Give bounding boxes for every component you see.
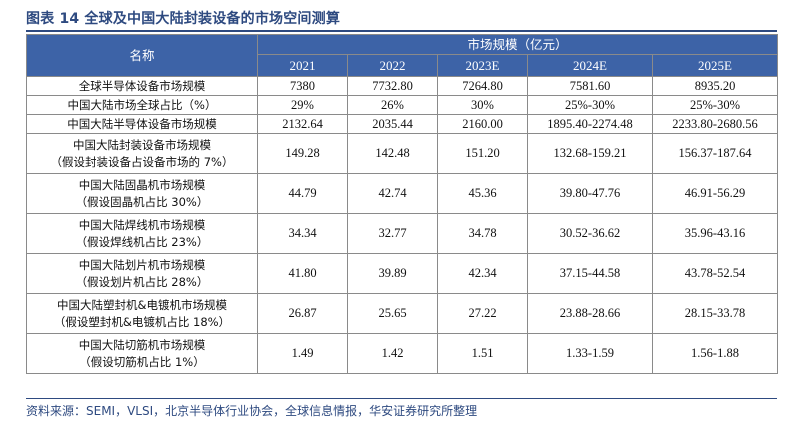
row-name: 中国大陆封装设备市场规模 [73, 137, 211, 152]
value-cell: 34.78 [437, 213, 528, 254]
row-assumption: （假设封装设备占设备市场的 7%） [50, 154, 234, 169]
row-name-cell: 中国大陆固晶机市场规模 （假设固晶机占比 30%） [26, 173, 258, 214]
value-cell: 7581.60 [527, 76, 653, 96]
value-cell: 156.37-187.64 [652, 133, 778, 174]
year-header: 2024E [527, 54, 653, 77]
value-cell: 42.74 [347, 173, 438, 214]
table-row: 中国大陆封装设备市场规模 （假设封装设备占设备市场的 7%） 149.28 142.4… [26, 133, 778, 174]
table-row: 中国大陆固晶机市场规模 （假设固晶机占比 30%） 44.79 42.74 45.36 3… [26, 173, 778, 214]
value-cell: 8935.20 [652, 76, 778, 96]
value-cell: 45.36 [437, 173, 528, 214]
value-cell: 25%-30% [527, 95, 653, 115]
value-cell: 43.78-52.54 [652, 253, 778, 294]
row-name-cell: 中国大陆切筋机市场规模 （假设切筋机占比 1%） [26, 333, 258, 374]
value-cell: 27.22 [437, 293, 528, 334]
table-row: 中国大陆半导体设备市场规模 2132.64 2035.44 2160.00 1895.4… [26, 114, 778, 134]
source-note: 资料来源：SEMI，VLSI，北京半导体行业协会，全球信息情报，华安证券研究所整… [26, 404, 478, 418]
value-cell: 30.52-36.62 [527, 213, 653, 254]
table-row: 中国大陆市场全球占比（%） 29% 26% 30% 25%-30% 25%-30% [26, 95, 778, 115]
value-cell: 39.80-47.76 [527, 173, 653, 214]
value-cell: 2035.44 [347, 114, 438, 134]
value-cell: 1.42 [347, 333, 438, 374]
value-cell: 7264.80 [437, 76, 528, 96]
year-header: 2025E [652, 54, 778, 77]
value-cell: 28.15-33.78 [652, 293, 778, 334]
row-assumption: （假设塑封机&电镀机占比 18%） [53, 314, 231, 329]
table-row: 全球半导体设备市场规模 7380 7732.80 7264.80 7581.60 8935… [26, 76, 778, 96]
value-cell: 7380 [257, 76, 348, 96]
value-cell: 26.87 [257, 293, 348, 334]
value-cell: 2160.00 [437, 114, 528, 134]
value-cell: 151.20 [437, 133, 528, 174]
row-assumption: （假设切筋机占比 1%） [79, 354, 205, 369]
name-column-header: 名称 [26, 34, 258, 77]
row-name: 中国大陆焊线机市场规模 [78, 217, 206, 232]
value-cell: 39.89 [347, 253, 438, 294]
row-name-cell: 中国大陆焊线机市场规模 （假设焊线机占比 23%） [26, 213, 258, 254]
value-cell: 25.65 [347, 293, 438, 334]
value-cell: 32.77 [347, 213, 438, 254]
value-cell: 149.28 [257, 133, 348, 174]
value-cell: 41.80 [257, 253, 348, 294]
row-name-cell: 中国大陆市场全球占比（%） [26, 95, 258, 115]
value-cell: 23.88-28.66 [527, 293, 653, 334]
value-cell: 1.56-1.88 [652, 333, 778, 374]
value-cell: 46.91-56.29 [652, 173, 778, 214]
row-name: 全球半导体设备市场规模 [78, 78, 206, 93]
row-assumption: （假设固晶机占比 30%） [75, 194, 209, 209]
market-size-group-header: 市场规模（亿元） [257, 34, 778, 55]
value-cell: 29% [257, 95, 348, 115]
value-cell: 2132.64 [257, 114, 348, 134]
table-row: 中国大陆塑封机&电镀机市场规模 （假设塑封机&电镀机占比 18%） 26.87 25.… [26, 293, 778, 334]
row-name: 中国大陆塑封机&电镀机市场规模 [57, 297, 227, 312]
row-name: 中国大陆切筋机市场规模 [78, 337, 206, 352]
year-header: 2021 [257, 54, 348, 77]
table-row: 中国大陆切筋机市场规模 （假设切筋机占比 1%） 1.49 1.42 1.51 1.33-… [26, 333, 778, 374]
value-cell: 142.48 [347, 133, 438, 174]
row-name: 中国大陆半导体设备市场规模 [67, 116, 217, 131]
row-name-cell: 全球半导体设备市场规模 [26, 76, 258, 96]
value-cell: 35.96-43.16 [652, 213, 778, 254]
value-cell: 26% [347, 95, 438, 115]
value-cell: 37.15-44.58 [527, 253, 653, 294]
caption-rule [26, 30, 777, 32]
table-row: 中国大陆划片机市场规模 （假设划片机占比 28%） 41.80 39.89 42.34 3… [26, 253, 778, 294]
value-cell: 7732.80 [347, 76, 438, 96]
row-name-cell: 中国大陆半导体设备市场规模 [26, 114, 258, 134]
row-assumption: （假设焊线机占比 23%） [75, 234, 209, 249]
value-cell: 1895.40-2274.48 [527, 114, 653, 134]
row-name-cell: 中国大陆塑封机&电镀机市场规模 （假设塑封机&电镀机占比 18%） [26, 293, 258, 334]
value-cell: 44.79 [257, 173, 348, 214]
row-name-cell: 中国大陆划片机市场规模 （假设划片机占比 28%） [26, 253, 258, 294]
row-name-cell: 中国大陆封装设备市场规模 （假设封装设备占设备市场的 7%） [26, 133, 258, 174]
value-cell: 132.68-159.21 [527, 133, 653, 174]
table-row: 中国大陆焊线机市场规模 （假设焊线机占比 23%） 34.34 32.77 34.78 3… [26, 213, 778, 254]
source-rule [26, 398, 777, 399]
row-name: 中国大陆固晶机市场规模 [78, 177, 206, 192]
value-cell: 34.34 [257, 213, 348, 254]
row-assumption: （假设划片机占比 28%） [75, 274, 209, 289]
row-name: 中国大陆划片机市场规模 [78, 257, 206, 272]
figure-caption: 图表 14 全球及中国大陆封装设备的市场空间测算 [26, 11, 341, 27]
market-size-table: 名称 市场规模（亿元） 2021 2022 2023E 2024E 2025E … [26, 34, 778, 374]
year-header: 2022 [347, 54, 438, 77]
year-header: 2023E [437, 54, 528, 77]
value-cell: 1.49 [257, 333, 348, 374]
value-cell: 42.34 [437, 253, 528, 294]
value-cell: 1.33-1.59 [527, 333, 653, 374]
value-cell: 30% [437, 95, 528, 115]
value-cell: 1.51 [437, 333, 528, 374]
row-name: 中国大陆市场全球占比（%） [67, 97, 217, 112]
value-cell: 2233.80-2680.56 [652, 114, 778, 134]
value-cell: 25%-30% [652, 95, 778, 115]
